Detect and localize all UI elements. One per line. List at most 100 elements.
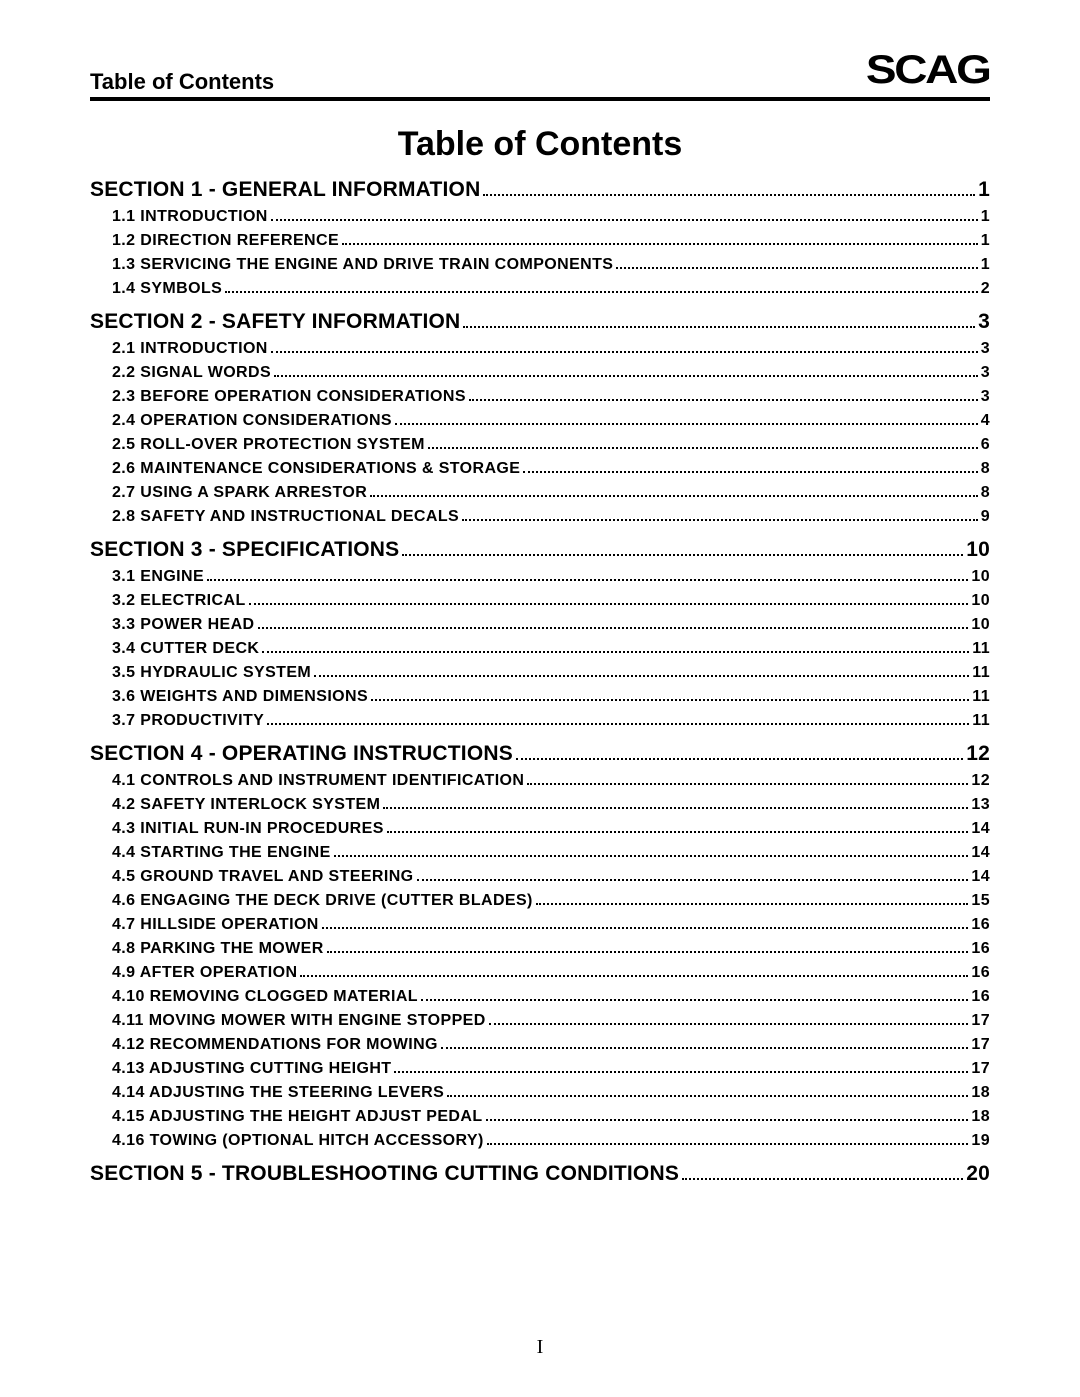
toc-leader-dots [486, 1109, 969, 1121]
toc-subitem-page: 14 [971, 820, 990, 838]
toc-subitem-label: 4.7 HILLSIDE OPERATION [112, 916, 319, 934]
toc-leader-dots [402, 541, 963, 556]
toc-leader-dots [527, 773, 968, 785]
toc-subitem: 4.11 MOVING MOWER WITH ENGINE STOPPED 17 [112, 1012, 990, 1030]
toc-leader-dots [225, 281, 977, 293]
toc-subitem: 2.3 BEFORE OPERATION CONSIDERATIONS 3 [112, 388, 990, 406]
toc-section-label: SECTION 1 - GENERAL INFORMATION [90, 178, 480, 202]
toc-subitem: 1.2 DIRECTION REFERENCE1 [112, 232, 990, 250]
toc-subitem-page: 3 [981, 340, 990, 358]
toc-leader-dots [334, 845, 969, 857]
toc-subitem-label: 2.8 SAFETY AND INSTRUCTIONAL DECALS [112, 508, 459, 526]
toc-subitem: 4.6 ENGAGING THE DECK DRIVE (CUTTER BLAD… [112, 892, 990, 910]
toc-section-page: 20 [966, 1162, 990, 1186]
toc-subitem-label: 2.6 MAINTENANCE CONSIDERATIONS & STORAGE [112, 460, 520, 478]
toc-subitem-label: 3.2 ELECTRICAL [112, 592, 246, 610]
toc-subitem: 4.9 AFTER OPERATION16 [112, 964, 990, 982]
toc-section-page: 3 [978, 310, 990, 334]
toc-leader-dots [395, 413, 978, 425]
toc-leader-dots [314, 665, 969, 677]
toc-subitem-page: 14 [971, 844, 990, 862]
toc-subitem-label: 4.3 INITIAL RUN-IN PROCEDURES [112, 820, 384, 838]
toc-subitem-label: 4.16 TOWING (OPTIONAL HITCH ACCESSORY) [112, 1132, 484, 1150]
toc-leader-dots [371, 689, 969, 701]
toc-leader-dots [271, 209, 978, 221]
toc-subitem: 4.13 ADJUSTING CUTTING HEIGHT17 [112, 1060, 990, 1078]
toc-subitem-page: 3 [981, 364, 990, 382]
toc-subitem-label: 1.2 DIRECTION REFERENCE [112, 232, 339, 250]
toc-subitem-page: 17 [971, 1012, 990, 1030]
toc-subitem: 2.6 MAINTENANCE CONSIDERATIONS & STORAGE… [112, 460, 990, 478]
toc-subitem: 4.5 GROUND TRAVEL AND STEERING14 [112, 868, 990, 886]
toc-leader-dots [441, 1037, 968, 1049]
toc-subitem-page: 12 [971, 772, 990, 790]
toc-subitem: 3.4 CUTTER DECK11 [112, 640, 990, 658]
toc-subitem: 2.2 SIGNAL WORDS3 [112, 364, 990, 382]
toc-subitem: 2.1 INTRODUCTION3 [112, 340, 990, 358]
toc-subitem: 2.8 SAFETY AND INSTRUCTIONAL DECALS9 [112, 508, 990, 526]
toc-subitem-label: 4.11 MOVING MOWER WITH ENGINE STOPPED [112, 1012, 486, 1030]
toc-subitem-label: 1.3 SERVICING THE ENGINE AND DRIVE TRAIN… [112, 256, 613, 274]
toc-leader-dots [262, 641, 969, 653]
toc-subitem-page: 8 [981, 460, 990, 478]
running-title: Table of Contents [90, 69, 274, 95]
toc-subitem: 1.4 SYMBOLS2 [112, 280, 990, 298]
toc-leader-dots [536, 893, 969, 905]
toc-leader-dots [421, 989, 968, 1001]
toc-section-label: SECTION 2 - SAFETY INFORMATION [90, 310, 460, 334]
toc-subitem: 3.1 ENGINE10 [112, 568, 990, 586]
toc-subitem-page: 11 [972, 640, 990, 658]
toc-subitem-label: 3.6 WEIGHTS AND DIMENSIONS [112, 688, 368, 706]
toc-subitem: 4.3 INITIAL RUN-IN PROCEDURES 14 [112, 820, 990, 838]
toc-subitem-label: 2.3 BEFORE OPERATION CONSIDERATIONS [112, 388, 466, 406]
toc-subitem-page: 3 [981, 388, 990, 406]
toc-subitem-label: 4.4 STARTING THE ENGINE [112, 844, 331, 862]
toc-subitem-page: 16 [971, 916, 990, 934]
toc-leader-dots [322, 917, 969, 929]
toc-section: SECTION 3 - SPECIFICATIONS10 [90, 538, 990, 562]
toc-leader-dots [417, 869, 969, 881]
toc-leader-dots [387, 821, 969, 833]
toc-section-label: SECTION 4 - OPERATING INSTRUCTIONS [90, 742, 513, 766]
toc-leader-dots [523, 461, 977, 473]
toc-subitem: 3.6 WEIGHTS AND DIMENSIONS11 [112, 688, 990, 706]
toc-section: SECTION 5 - TROUBLESHOOTING CUTTING COND… [90, 1162, 990, 1186]
toc-section-page: 12 [966, 742, 990, 766]
toc-leader-dots [258, 617, 969, 629]
toc-subitem: 4.15 ADJUSTING THE HEIGHT ADJUST PEDAL18 [112, 1108, 990, 1126]
toc-subitem: 4.1 CONTROLS AND INSTRUMENT IDENTIFICATI… [112, 772, 990, 790]
toc-subitem: 2.5 ROLL-OVER PROTECTION SYSTEM6 [112, 436, 990, 454]
toc-subitem: 3.2 ELECTRICAL10 [112, 592, 990, 610]
toc-subitem-label: 4.8 PARKING THE MOWER [112, 940, 324, 958]
toc-subitem-page: 16 [971, 988, 990, 1006]
toc-section: SECTION 4 - OPERATING INSTRUCTIONS 12 [90, 742, 990, 766]
toc-subitem-page: 11 [972, 712, 990, 730]
toc-subitem-label: 3.1 ENGINE [112, 568, 204, 586]
toc-subitem-label: 4.1 CONTROLS AND INSTRUMENT IDENTIFICATI… [112, 772, 524, 790]
page-number: I [0, 1336, 1080, 1359]
toc-subitem: 3.5 HYDRAULIC SYSTEM11 [112, 664, 990, 682]
toc-subitem-page: 4 [981, 412, 990, 430]
toc-leader-dots [428, 437, 978, 449]
toc-leader-dots [487, 1133, 969, 1145]
toc-subitem: 1.3 SERVICING THE ENGINE AND DRIVE TRAIN… [112, 256, 990, 274]
toc-subitem-label: 4.10 REMOVING CLOGGED MATERIAL [112, 988, 418, 1006]
toc-subitem: 4.10 REMOVING CLOGGED MATERIAL 16 [112, 988, 990, 1006]
toc-subitem: 4.8 PARKING THE MOWER 16 [112, 940, 990, 958]
toc-section-page: 10 [966, 538, 990, 562]
toc-subitem: 2.4 OPERATION CONSIDERATIONS4 [112, 412, 990, 430]
toc-subitem: 4.14 ADJUSTING THE STEERING LEVERS18 [112, 1084, 990, 1102]
toc-leader-dots [394, 1061, 968, 1073]
toc-subitem-page: 18 [971, 1108, 990, 1126]
toc-leader-dots [682, 1165, 963, 1180]
toc-leader-dots [447, 1085, 968, 1097]
toc-leader-dots [267, 713, 969, 725]
toc-leader-dots [462, 509, 978, 521]
toc-subitem-page: 16 [971, 940, 990, 958]
toc-leader-dots [249, 593, 969, 605]
toc-subitem: 4.2 SAFETY INTERLOCK SYSTEM13 [112, 796, 990, 814]
toc-subitem-label: 1.4 SYMBOLS [112, 280, 222, 298]
toc-subitem-page: 13 [971, 796, 990, 814]
toc-subitem-page: 15 [971, 892, 990, 910]
toc-subitem-label: 2.7 USING A SPARK ARRESTOR [112, 484, 367, 502]
